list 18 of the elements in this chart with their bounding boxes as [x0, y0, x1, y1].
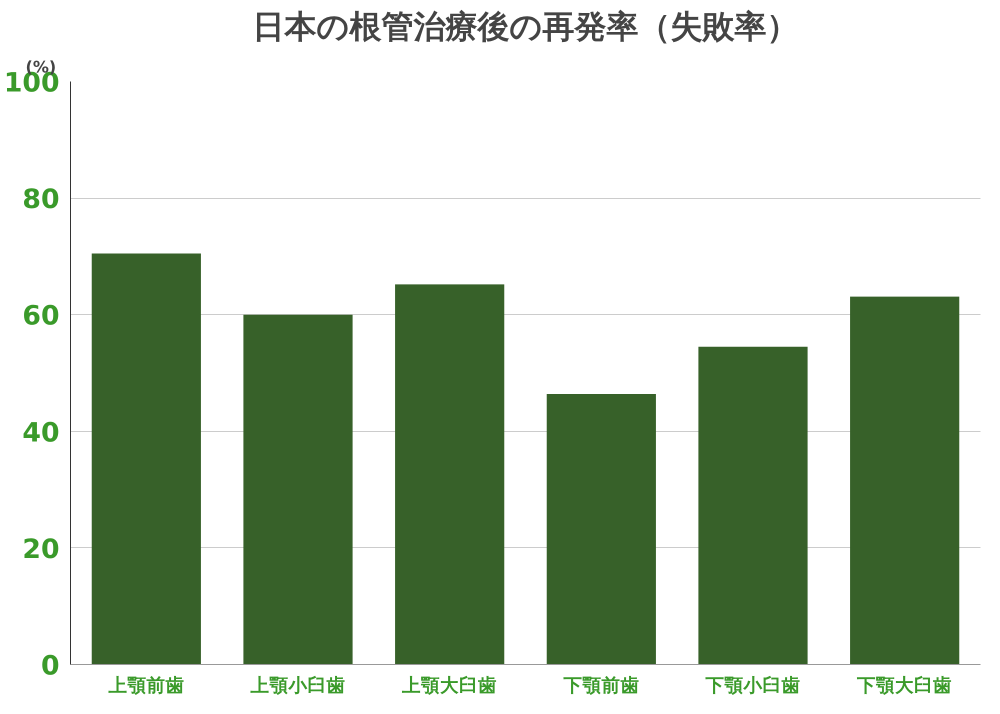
y-tick-label: 20 [22, 534, 60, 565]
x-tick-label: 下顎前歯 [562, 674, 640, 696]
y-tick-label: 80 [22, 184, 60, 216]
bar [698, 346, 808, 664]
x-tick-label: 下顎小臼歯 [704, 674, 800, 696]
bar [850, 296, 960, 664]
bar [243, 314, 353, 664]
x-tick-label: 下顎大臼歯 [856, 674, 952, 696]
bar [395, 284, 504, 664]
bar [546, 394, 656, 664]
y-tick-label: 0 [40, 650, 60, 682]
bar [92, 253, 201, 664]
chart-title: 日本の根管治療後の再発率（失敗率） [252, 8, 798, 46]
x-tick-label: 上顎大臼歯 [401, 674, 498, 696]
x-tick-label: 上顎前歯 [107, 674, 184, 696]
x-tick-label: 上顎小臼歯 [250, 674, 346, 696]
y-tick-label: 40 [22, 417, 60, 448]
y-tick-label: 60 [22, 300, 60, 332]
